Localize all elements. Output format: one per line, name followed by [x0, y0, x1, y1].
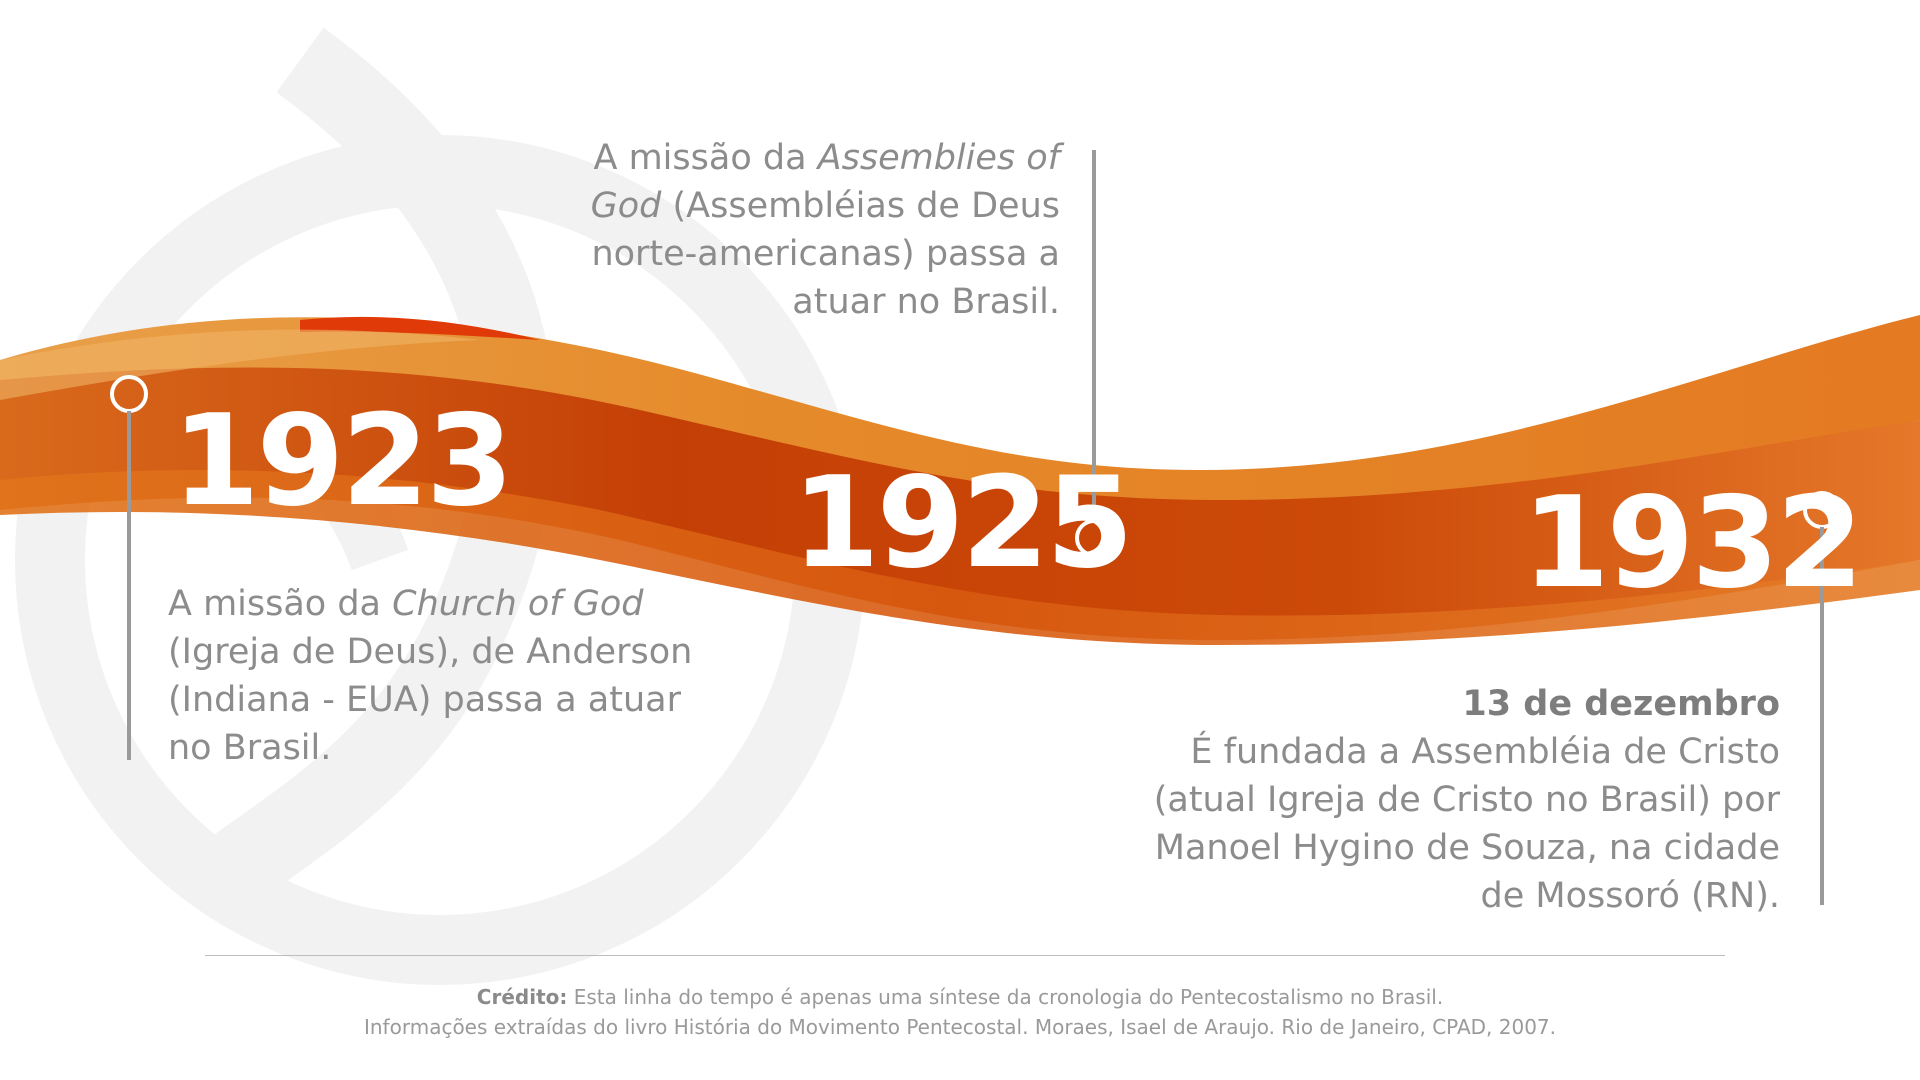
marker-1932: [1803, 491, 1841, 905]
footer-divider: [205, 955, 1725, 956]
year-1925: 1925: [792, 449, 1134, 596]
credit-line-1: Esta linha do tempo é apenas uma síntese…: [567, 985, 1444, 1009]
marker-1923: [110, 375, 148, 760]
event-text-1923-after: (Igreja de Deus), de Anderson (Indiana -…: [168, 632, 693, 768]
ribbon-sheen: [0, 329, 480, 400]
event-text-1923-italic: Church of God: [392, 584, 644, 624]
credit-line-2: Informações extraídas do livro História …: [363, 1015, 1557, 1039]
year-1932: 1932: [1522, 469, 1864, 616]
event-description-1925: A missão da Assemblies of God (Assembléi…: [590, 134, 1060, 326]
event-description-1923: A missão da Church of God (Igreja de Deu…: [168, 580, 708, 772]
event-text-1925-before: A missão da: [593, 138, 818, 178]
event-text-1932: É fundada a Assembléia de Cristo (atual …: [1153, 732, 1780, 916]
marker-ring-1925: [1075, 519, 1113, 557]
credit-note: Crédito: Esta linha do tempo é apenas um…: [0, 982, 1920, 1042]
event-text-1925-after: (Assembléias de Deus norte-americanas) p…: [591, 186, 1060, 322]
event-text-1925-italic: Assemblies of God: [590, 138, 1060, 226]
credit-label: Crédito:: [476, 985, 568, 1009]
event-description-1932: 13 de dezembro É fundada a Assembléia de…: [1150, 680, 1780, 920]
event-text-1923-before: A missão da: [168, 584, 393, 624]
ribbon-highlight: [300, 316, 540, 340]
marker-1925: [1075, 150, 1113, 557]
year-1923: 1923: [172, 387, 514, 534]
ribbon-band-bottom: [0, 470, 1920, 645]
ribbon-band-main: [0, 367, 1920, 640]
event-date-1932: 13 de dezembro: [1462, 684, 1780, 724]
